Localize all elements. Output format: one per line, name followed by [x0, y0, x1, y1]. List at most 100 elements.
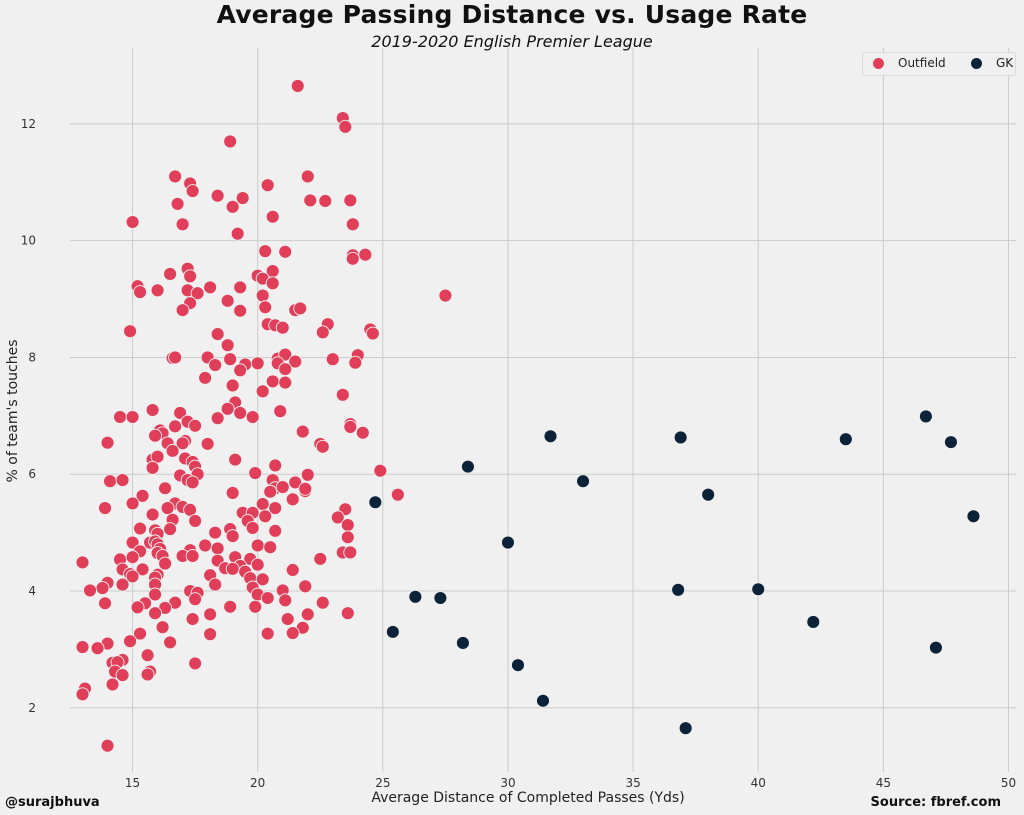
point-outfield — [278, 375, 293, 390]
point-outfield — [208, 525, 223, 540]
point-outfield — [198, 538, 213, 553]
point-gk — [368, 495, 383, 510]
point-outfield — [233, 303, 248, 318]
point-outfield — [358, 247, 373, 262]
point-outfield — [313, 551, 328, 566]
point-outfield — [140, 667, 155, 682]
point-outfield — [130, 600, 145, 615]
point-outfield — [278, 362, 293, 377]
point-outfield — [183, 269, 198, 284]
point-outfield — [98, 596, 112, 611]
point-outfield — [115, 473, 130, 488]
point-gk — [673, 430, 688, 445]
point-outfield — [225, 561, 240, 576]
point-outfield — [145, 507, 160, 522]
point-outfield — [160, 501, 175, 516]
y-tick-label: 8 — [28, 350, 36, 364]
point-outfield — [158, 556, 173, 571]
point-outfield — [228, 452, 243, 467]
point-outfield — [230, 226, 245, 241]
point-outfield — [293, 301, 308, 316]
series-outfield — [75, 79, 453, 753]
point-outfield — [340, 518, 355, 532]
point-outfield — [245, 520, 260, 535]
point-outfield — [338, 119, 353, 134]
point-outfield — [133, 285, 148, 300]
point-outfield — [223, 134, 238, 149]
point-outfield — [250, 538, 265, 553]
point-outfield — [223, 599, 238, 614]
point-outfield — [233, 363, 248, 378]
point-outfield — [185, 612, 200, 626]
point-outfield — [255, 288, 270, 303]
point-outfield — [325, 352, 340, 367]
point-outfield — [290, 79, 305, 93]
point-gk — [511, 658, 525, 673]
point-outfield — [90, 641, 105, 656]
point-outfield — [208, 577, 223, 592]
point-outfield — [255, 384, 270, 399]
point-outfield — [148, 606, 163, 621]
point-outfield — [233, 280, 248, 295]
point-outfield — [303, 193, 318, 208]
point-outfield — [188, 656, 203, 671]
point-outfield — [298, 579, 313, 594]
point-outfield — [105, 677, 120, 692]
point-outfield — [268, 523, 283, 538]
point-outfield — [225, 199, 240, 214]
point-outfield — [185, 184, 200, 198]
point-outfield — [125, 410, 140, 424]
point-outfield — [278, 593, 293, 608]
point-gk — [943, 435, 958, 450]
point-outfield — [343, 419, 358, 434]
point-outfield — [163, 635, 178, 650]
author-credit: @surajbhuva — [5, 795, 100, 810]
point-outfield — [245, 410, 260, 424]
point-outfield — [260, 626, 275, 641]
grid-lines — [70, 48, 1016, 772]
point-outfield — [123, 634, 138, 649]
point-outfield — [265, 374, 280, 389]
point-outfield — [203, 627, 218, 642]
x-axis-label: Average Distance of Completed Passes (Yd… — [371, 790, 684, 806]
point-outfield — [188, 513, 203, 528]
point-outfield — [285, 563, 300, 577]
point-outfield — [278, 244, 293, 259]
point-outfield — [148, 428, 163, 443]
point-outfield — [125, 550, 140, 565]
point-gk — [671, 582, 686, 597]
point-outfield — [318, 194, 333, 208]
point-outfield — [275, 320, 290, 335]
point-outfield — [98, 501, 112, 516]
point-outfield — [248, 599, 263, 614]
point-outfield — [203, 607, 218, 622]
point-outfield — [210, 327, 225, 342]
x-tick-labels: 15 20 25 30 35 40 45 50 — [125, 776, 1016, 790]
point-outfield — [125, 215, 140, 229]
legend-item-gk: GK — [971, 56, 1013, 70]
point-outfield — [343, 193, 358, 208]
point-outfield — [125, 569, 140, 584]
point-outfield — [203, 280, 218, 295]
point-outfield — [100, 435, 115, 450]
point-outfield — [115, 668, 130, 683]
x-tick-label: 20 — [250, 776, 265, 790]
point-outfield — [133, 521, 148, 536]
point-outfield — [285, 492, 300, 507]
point-outfield — [185, 475, 200, 490]
point-outfield — [220, 338, 235, 353]
x-tick-label: 30 — [500, 776, 515, 790]
point-outfield — [340, 606, 355, 621]
y-tick-label: 6 — [28, 467, 36, 481]
point-outfield — [210, 188, 225, 203]
point-outfield — [168, 350, 183, 365]
point-outfield — [145, 403, 160, 417]
point-outfield — [148, 587, 163, 602]
point-outfield — [133, 626, 148, 641]
point-outfield — [265, 276, 280, 291]
point-outfield — [258, 509, 273, 524]
y-tick-label: 12 — [21, 117, 36, 131]
point-outfield — [273, 404, 288, 419]
point-outfield — [75, 555, 90, 570]
